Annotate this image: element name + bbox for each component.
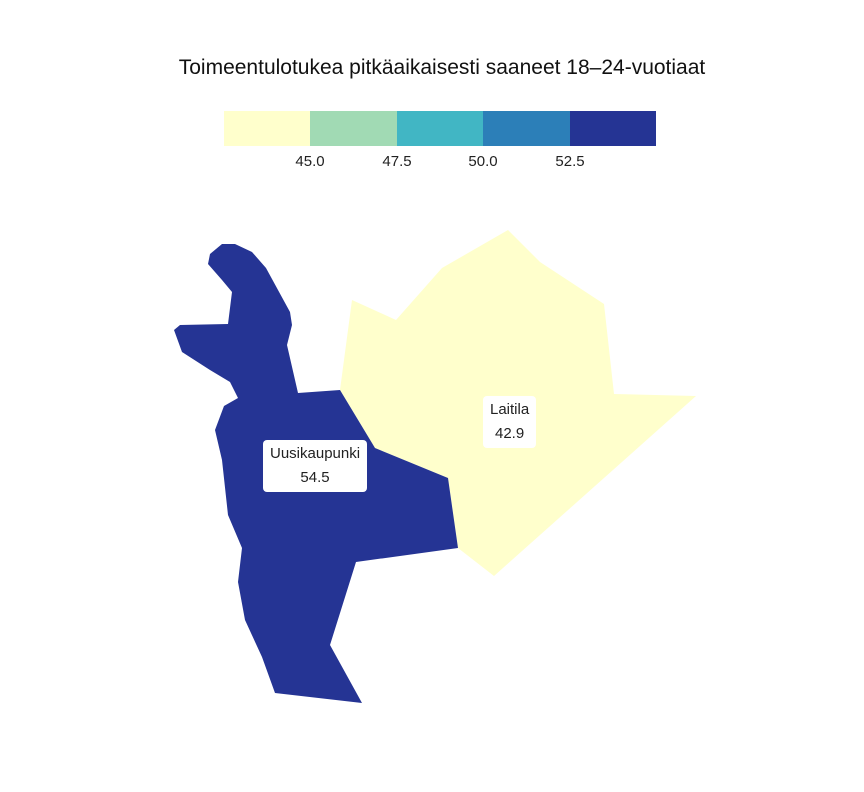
label-laitila: Laitila 42.9 <box>483 396 537 448</box>
legend-ticks: 45.0 47.5 50.0 52.5 <box>0 153 864 177</box>
legend-tick: 45.0 <box>295 153 325 170</box>
region-value: 54.5 <box>300 469 330 486</box>
legend-tick: 47.5 <box>382 153 412 170</box>
color-legend <box>224 111 657 146</box>
legend-swatch-2 <box>310 111 397 146</box>
legend-swatch-3 <box>396 111 484 146</box>
legend-swatch-1 <box>224 111 311 146</box>
legend-tick: 52.5 <box>555 153 585 170</box>
legend-tick: 50.0 <box>468 153 498 170</box>
map-title: Toimeentulotukea pitkäaikaisesti saaneet… <box>178 56 706 79</box>
region-name: Uusikaupunki <box>270 445 361 462</box>
region-value: 42.9 <box>495 425 525 442</box>
region-name: Laitila <box>490 401 530 418</box>
label-uusikaupunki: Uusikaupunki 54.5 <box>263 440 368 492</box>
legend-swatch-4 <box>483 111 570 146</box>
legend-swatch-5 <box>569 111 657 146</box>
